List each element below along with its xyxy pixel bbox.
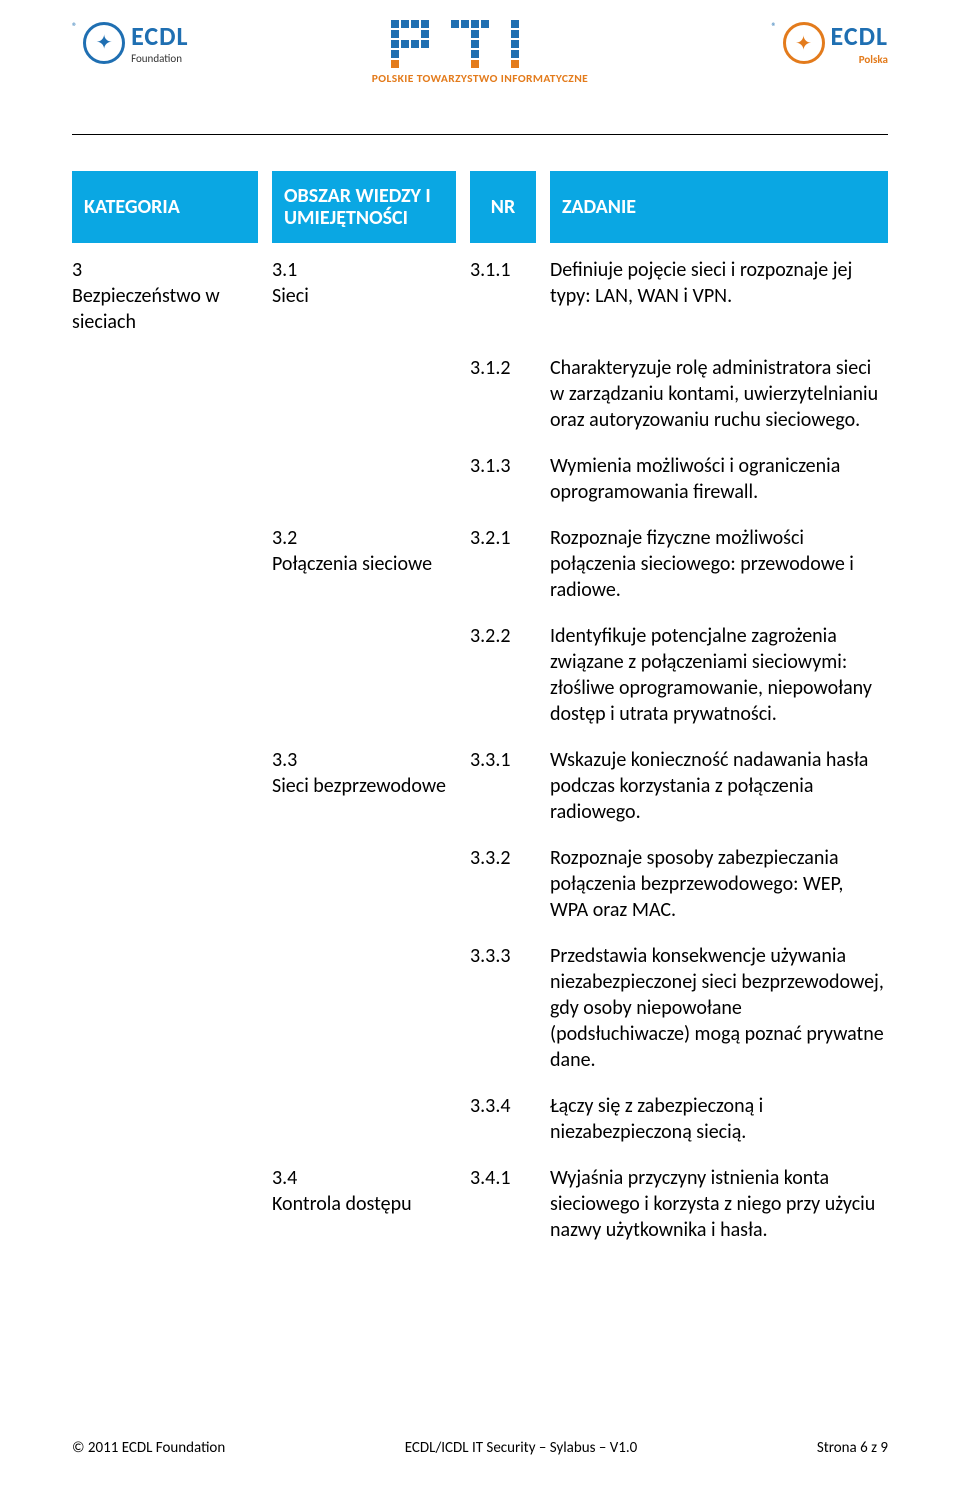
- category-text: Bezpieczeństwo w sieciach: [72, 284, 220, 334]
- ecdl-brand-left: ECDL: [131, 20, 188, 52]
- area-cell: 3.1 Sieci: [272, 243, 456, 341]
- empty-cell: [72, 439, 258, 511]
- empty-cell: [272, 439, 456, 511]
- task-text: Przedstawia konsekwencje używania niezab…: [550, 929, 888, 1079]
- category-nr: 3: [72, 258, 82, 282]
- empty-cell: [272, 929, 456, 1079]
- task-text: Wyjaśnia przyczyny istnienia konta sieci…: [550, 1151, 888, 1249]
- empty-cell: [72, 511, 258, 609]
- task-text: Rozpoznaje fizyczne możliwości połączeni…: [550, 511, 888, 609]
- task-nr: 3.1.3: [470, 439, 536, 511]
- col-header-area: OBSZAR WIEDZY I UMIEJĘTNOŚCI: [272, 171, 456, 243]
- page-footer: © 2011 ECDL Foundation ECDL/ICDL IT Secu…: [72, 1439, 888, 1457]
- task-text: Wskazuje konieczność nadawania hasła pod…: [550, 733, 888, 831]
- empty-cell: [72, 733, 258, 831]
- ecdl-foundation-logo: ® ✦ ECDL Foundation: [72, 20, 189, 65]
- page: ® ✦ ECDL Foundation: [0, 0, 960, 1491]
- col-header-nr: NR: [470, 171, 536, 243]
- area-cell: 3.4 Kontrola dostępu: [272, 1151, 456, 1249]
- category-cell: 3 Bezpieczeństwo w sieciach: [72, 243, 258, 341]
- area-nr: 3.2: [272, 526, 297, 550]
- col-header-category: KATEGORIA: [72, 171, 258, 243]
- task-text: Wymienia możliwości i ograniczenia oprog…: [550, 439, 888, 511]
- syllabus-table: KATEGORIA OBSZAR WIEDZY I UMIEJĘTNOŚCI N…: [72, 171, 888, 1249]
- task-text: Rozpoznaje sposoby zabezpieczania połącz…: [550, 831, 888, 929]
- area-text: Sieci: [272, 284, 309, 308]
- task-nr: 3.1.1: [470, 243, 536, 341]
- empty-cell: [272, 1079, 456, 1151]
- task-nr: 3.3.1: [470, 733, 536, 831]
- empty-cell: [272, 831, 456, 929]
- registered-mark: ®: [72, 20, 77, 33]
- area-nr: 3.4: [272, 1166, 297, 1190]
- empty-cell: [72, 341, 258, 439]
- task-text: Łączy się z zabezpieczoną i niezabezpiec…: [550, 1079, 888, 1151]
- empty-cell: [272, 609, 456, 733]
- task-text: Definiuje pojęcie sieci i rozpoznaje jej…: [550, 243, 888, 341]
- pti-logo: POLSKIE TOWARZYSTWO INFORMATYCZNE: [372, 20, 588, 86]
- empty-cell: [272, 341, 456, 439]
- area-text: Kontrola dostępu: [272, 1192, 412, 1216]
- header-rule: [72, 134, 888, 135]
- empty-cell: [72, 831, 258, 929]
- ecdl-foundation-text: ECDL Foundation: [131, 20, 188, 65]
- task-nr: 3.4.1: [470, 1151, 536, 1249]
- pti-caption: POLSKIE TOWARZYSTWO INFORMATYCZNE: [372, 72, 588, 86]
- area-text: Połączenia sieciowe: [272, 552, 432, 576]
- empty-cell: [72, 929, 258, 1079]
- area-nr: 3.3: [272, 748, 297, 772]
- pti-grid-icon: [372, 20, 588, 68]
- task-nr: 3.1.2: [470, 341, 536, 439]
- registered-mark-right: ®: [771, 20, 776, 33]
- ecdl-polska-text: ECDL Polska: [831, 20, 888, 66]
- area-cell: 3.3 Sieci bezprzewodowe: [272, 733, 456, 831]
- globe-glyph: ✦: [96, 30, 113, 55]
- empty-cell: [72, 609, 258, 733]
- footer-left: © 2011 ECDL Foundation: [72, 1439, 225, 1457]
- ecdl-sub-left: Foundation: [131, 52, 188, 65]
- task-text: Identyfikuje potencjalne zagrożenia zwią…: [550, 609, 888, 733]
- footer-right: Strona 6 z 9: [817, 1439, 888, 1457]
- task-nr: 3.3.3: [470, 929, 536, 1079]
- globe-icon-right: ✦: [783, 22, 825, 64]
- empty-cell: [72, 1151, 258, 1249]
- task-nr: 3.2.2: [470, 609, 536, 733]
- ecdl-polska-logo: ® ✦ ECDL Polska: [771, 20, 888, 66]
- col-header-task: ZADANIE: [550, 171, 888, 243]
- task-nr: 3.3.2: [470, 831, 536, 929]
- globe-icon: ✦: [83, 22, 125, 64]
- area-cell: 3.2 Połączenia sieciowe: [272, 511, 456, 609]
- logo-bar: ® ✦ ECDL Foundation: [72, 20, 888, 86]
- footer-center: ECDL/ICDL IT Security – Sylabus – V1.0: [405, 1439, 638, 1457]
- area-text: Sieci bezprzewodowe: [272, 774, 446, 798]
- ecdl-brand-right: ECDL: [831, 20, 888, 52]
- globe-glyph-right: ✦: [795, 31, 812, 56]
- area-nr: 3.1: [272, 258, 297, 282]
- task-nr: 3.3.4: [470, 1079, 536, 1151]
- empty-cell: [72, 1079, 258, 1151]
- ecdl-sub-right: Polska: [831, 53, 888, 66]
- task-text: Charakteryzuje rolę administratora sieci…: [550, 341, 888, 439]
- task-nr: 3.2.1: [470, 511, 536, 609]
